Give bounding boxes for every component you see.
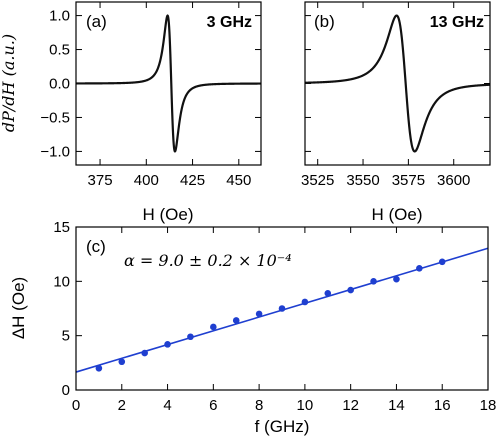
c-xtick-label: 2: [118, 397, 126, 414]
data-point: [187, 333, 194, 341]
panel-c-frame: [75, 226, 489, 391]
a-xtick-label: 375: [88, 172, 113, 189]
panel-b-frame: [304, 1, 491, 166]
c-ytick-label: 10: [53, 273, 70, 290]
data-point: [438, 258, 446, 266]
b-xtick-label: 3575: [392, 172, 425, 189]
panel-a-frame: [75, 1, 262, 166]
panel-a-label: (a): [86, 12, 107, 31]
data-point: [324, 289, 332, 297]
c-xtick-label: 0: [72, 397, 80, 414]
c-xtick-label: 18: [480, 397, 497, 414]
data-point: [164, 341, 171, 348]
panel-c-ticks: 0 2 4 6 8 10 12 14 16 18 0 5 10 15: [53, 219, 496, 414]
a-ytick-label: 0.0: [49, 76, 70, 93]
c-xtick-label: 16: [434, 397, 451, 414]
panel-c-xlabel: f (GHz): [255, 417, 310, 436]
data-point: [95, 364, 103, 372]
panel-b-trace: [304, 14, 491, 153]
data-point: [118, 358, 126, 366]
c-ytick-label: 5: [62, 328, 70, 345]
b-xtick-label: 3525: [301, 172, 334, 189]
c-xtick-label: 4: [163, 397, 171, 414]
data-point: [347, 286, 354, 294]
panel-c-points: [95, 258, 446, 372]
data-point: [301, 298, 309, 306]
c-xtick-label: 10: [297, 397, 314, 414]
data-point: [370, 278, 377, 285]
panel-b: 3525 3550 3575 3600 (b) 13 GHz H (Oe): [301, 1, 491, 224]
c-xtick-label: 6: [209, 397, 217, 414]
data-point: [416, 264, 423, 272]
data-point: [278, 305, 286, 312]
a-ytick-label: −0.5: [40, 109, 70, 126]
data-point: [255, 310, 263, 318]
b-trace-line: [304, 14, 491, 153]
c-ytick-label: 15: [53, 219, 70, 236]
panel-b-annotation: 13 GHz: [430, 14, 484, 31]
panel-c-annotation: α = 9.0 ± 0.2 × 10⁻⁴: [124, 251, 292, 270]
panel-b-ticks: 3525 3550 3575 3600: [301, 2, 490, 189]
a-xtick-label: 450: [226, 172, 251, 189]
data-point: [141, 349, 148, 357]
panel-b-xlabel: H (Oe): [372, 205, 423, 224]
a-xtick-label: 400: [134, 172, 159, 189]
panel-a-annotation: 3 GHz: [207, 14, 252, 31]
a-ytick-label: 1.0: [49, 8, 70, 25]
a-xtick-label: 425: [180, 172, 205, 189]
a-ytick-label: 0.5: [49, 42, 70, 59]
b-xtick-label: 3550: [346, 172, 379, 189]
panel-a-trace: [75, 14, 262, 153]
c-xtick-label: 14: [388, 397, 405, 414]
panel-c: 0 2 4 6 8 10 12 14 16 18 0 5 10 15 (c) α = 9.0 ± 0.2 …: [9, 219, 496, 436]
c-ytick-label: 0: [62, 382, 70, 399]
panel-a-ylabel: dP/dH (a.u.): [0, 34, 18, 132]
panel-c-label: (c): [86, 237, 106, 256]
panel-a-xlabel: H (Oe): [143, 205, 194, 224]
data-point: [393, 275, 400, 283]
panel-b-label: (b): [314, 12, 335, 31]
data-point: [232, 317, 240, 324]
c-xtick-label: 8: [255, 397, 263, 414]
panel-a: 375 400 425 450−1.0−0.50.00.51.0 (a) 3 GHz …: [0, 1, 262, 224]
data-point: [210, 323, 217, 331]
c-xtick-label: 12: [342, 397, 359, 414]
a-ytick-label: −1.0: [40, 143, 70, 160]
b-xtick-label: 3600: [437, 172, 470, 189]
a-trace-line: [75, 14, 262, 153]
panel-c-ylabel: ΔH (Oe): [9, 277, 28, 339]
